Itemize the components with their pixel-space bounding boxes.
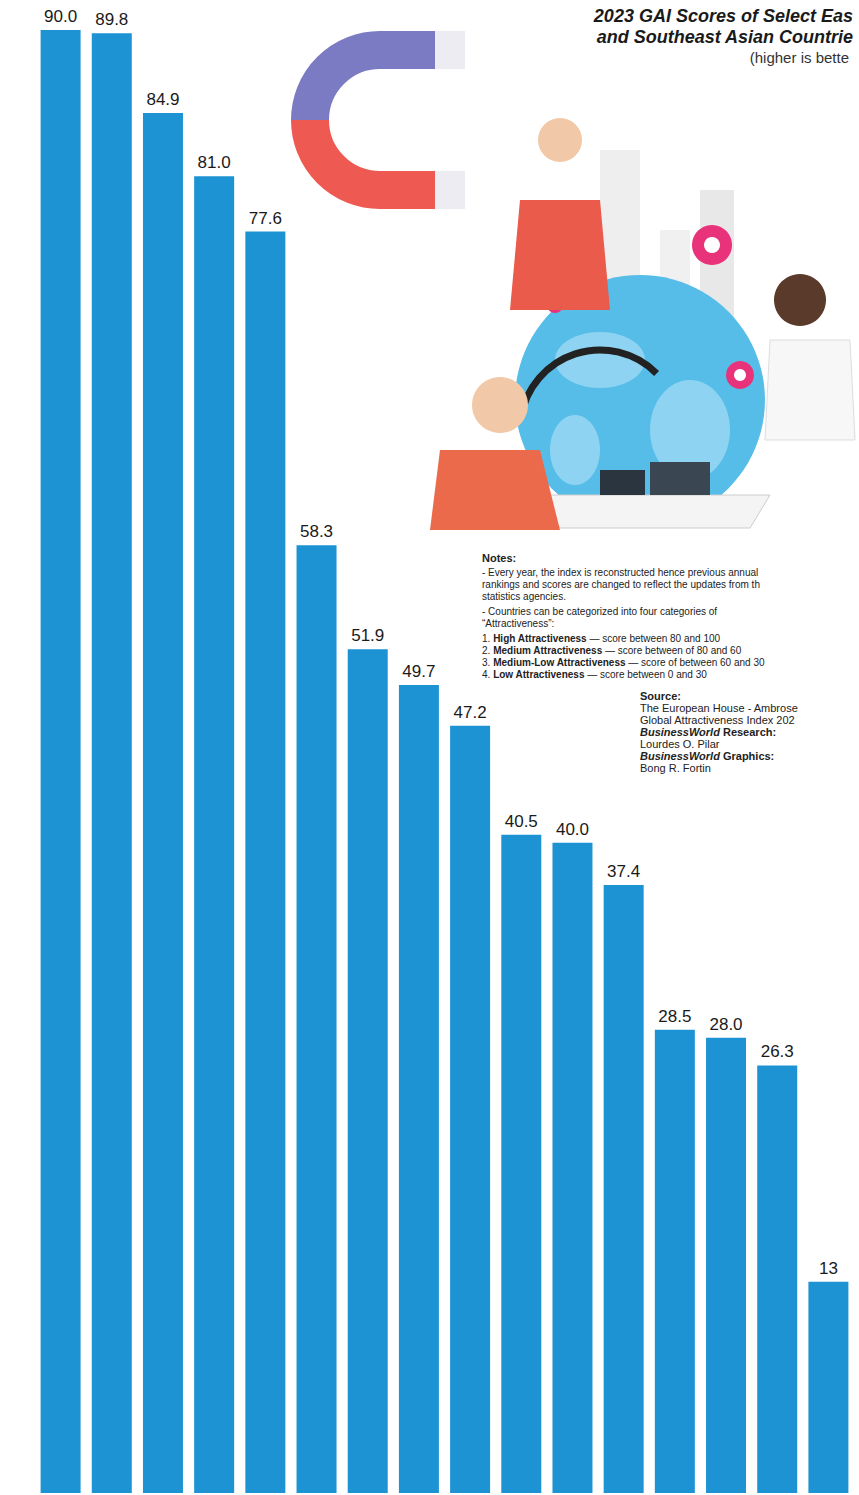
html-text:BusinessWorld Graphics:: BusinessWorld Graphics:	[640, 750, 775, 762]
html-text:Notes:: Notes:	[482, 552, 517, 564]
svg-text:28.5: 28.5	[658, 1007, 691, 1026]
html-text:Lourdes O. Pilar: Lourdes O. Pilar	[640, 738, 720, 750]
svg-text:37.4: 37.4	[607, 862, 640, 881]
svg-text:47.2: 47.2	[454, 703, 487, 722]
html-text:- Every year, the index is rec: - Every year, the index is reconstructed…	[482, 567, 759, 578]
html-text:2. Medium Attractiveness — sco: 2. Medium Attractiveness — score between…	[482, 645, 742, 656]
svg-text:89.8: 89.8	[95, 10, 128, 29]
svg-text:77.6: 77.6	[249, 209, 282, 228]
svg-text:84.9: 84.9	[146, 90, 179, 109]
html-text:2023 GAI Scores of Select Eas: 2023 GAI Scores of Select Eas	[593, 6, 853, 26]
svg-text:90.0: 90.0	[44, 7, 77, 26]
html-text:Global Attractiveness Index 20: Global Attractiveness Index 202	[640, 714, 795, 726]
html-text:(higher is bette: (higher is bette	[749, 49, 849, 66]
html-text:3. Medium-Low Attractiveness —: 3. Medium-Low Attractiveness — score of …	[482, 657, 765, 668]
html-text:4. Low Attractiveness — score: 4. Low Attractiveness — score between 0 …	[482, 669, 707, 680]
html-text:statistics agencies.: statistics agencies.	[482, 591, 566, 602]
svg-text:28.0: 28.0	[709, 1015, 742, 1034]
html-text:rankings and scores are change: rankings and scores are changed to refle…	[482, 579, 760, 590]
html-text:The European House - Ambrose: The European House - Ambrose	[640, 702, 798, 714]
svg-text:49.7: 49.7	[402, 662, 435, 681]
html-text:- Countries can be categorized: - Countries can be categorized into four…	[482, 606, 718, 617]
svg-text:13: 13	[819, 1259, 838, 1278]
svg-text:81.0: 81.0	[198, 153, 231, 172]
html-text:Source:: Source:	[640, 690, 681, 702]
html-text:Bong R. Fortin: Bong R. Fortin	[640, 762, 711, 774]
svg-text:40.5: 40.5	[505, 812, 538, 831]
svg-text:58.3: 58.3	[300, 522, 333, 541]
svg-text:51.9: 51.9	[351, 626, 384, 645]
html-text:1. High Attractiveness — score: 1. High Attractiveness — score between 8…	[482, 633, 721, 644]
html-text:BusinessWorld Research:: BusinessWorld Research:	[640, 726, 777, 738]
html-text:and Southeast Asian Countrie: and Southeast Asian Countrie	[596, 27, 853, 47]
html-text:“Attractiveness”:: “Attractiveness”:	[482, 618, 555, 629]
svg-text:26.3: 26.3	[761, 1042, 794, 1061]
svg-text:40.0: 40.0	[556, 820, 589, 839]
